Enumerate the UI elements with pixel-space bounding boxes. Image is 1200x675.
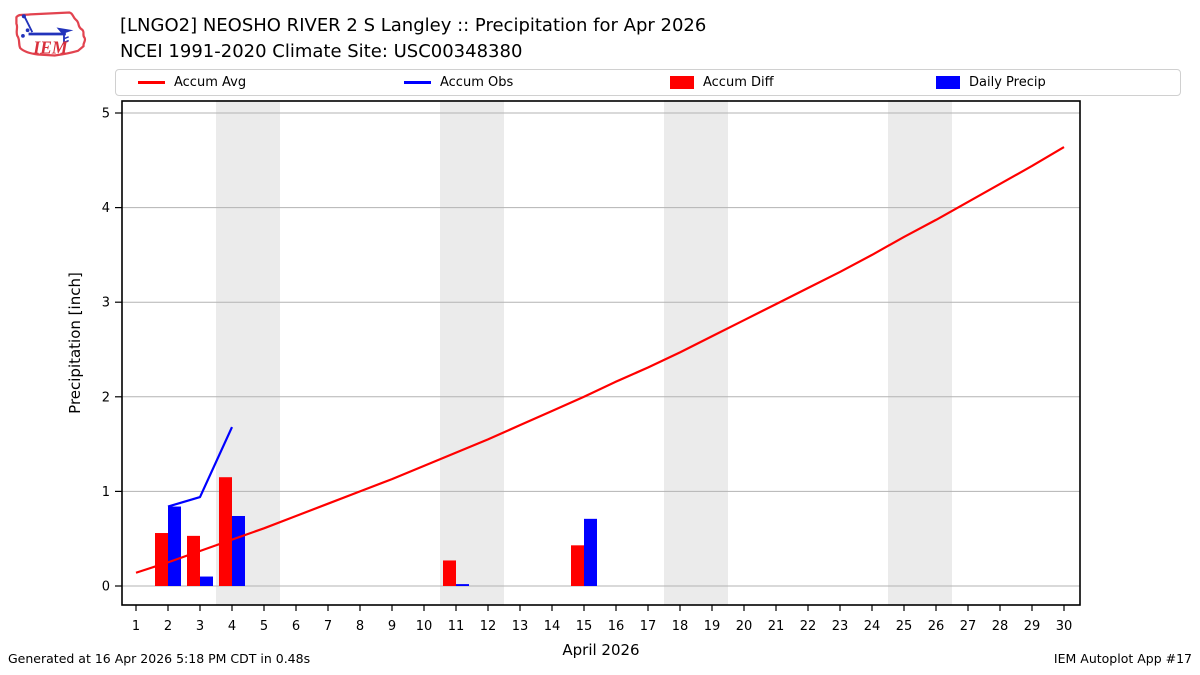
bar-daily-precip bbox=[200, 576, 213, 586]
x-tick-label: 11 bbox=[448, 619, 465, 634]
line-accum-avg bbox=[135, 146, 1065, 574]
x-tick-label: 10 bbox=[416, 619, 433, 634]
x-tick-label: 30 bbox=[1056, 619, 1073, 634]
x-tick-label: 23 bbox=[832, 619, 849, 634]
x-tick-label: 28 bbox=[992, 619, 1009, 634]
bar-daily-precip bbox=[232, 515, 245, 586]
weekend-band bbox=[440, 100, 504, 605]
legend-item-accum-obs: Accum Obs bbox=[382, 75, 648, 90]
x-tick-label: 25 bbox=[896, 619, 913, 634]
legend-label: Accum Diff bbox=[703, 75, 774, 90]
x-tick-label: 12 bbox=[480, 619, 497, 634]
legend-item-accum-diff: Accum Diff bbox=[648, 75, 914, 90]
x-tick-label: 29 bbox=[1024, 619, 1041, 634]
legend-item-daily-precip: Daily Precip bbox=[914, 75, 1180, 90]
x-tick-label: 13 bbox=[512, 619, 529, 634]
logo-iem-text: IEM bbox=[32, 38, 69, 58]
patch-swatch-icon bbox=[670, 76, 694, 89]
page-subtitle: NCEI 1991-2020 Climate Site: USC00348380 bbox=[120, 41, 523, 62]
bar-daily-precip bbox=[168, 506, 181, 586]
x-tick-label: 20 bbox=[736, 619, 753, 634]
legend: Accum Avg Accum Obs Accum Diff Daily Precip bbox=[115, 69, 1181, 96]
x-tick-label: 8 bbox=[356, 619, 364, 634]
line-accum-obs bbox=[167, 426, 234, 508]
footer-app-text: IEM Autoplot App #17 bbox=[1053, 651, 1192, 666]
x-tick-label: 19 bbox=[704, 619, 721, 634]
patch-swatch-icon bbox=[936, 76, 960, 89]
y-tick-label: 0 bbox=[102, 580, 110, 595]
x-tick-label: 17 bbox=[640, 619, 657, 634]
x-tick-label: 9 bbox=[388, 619, 396, 634]
y-tick-label: 5 bbox=[102, 107, 110, 122]
iem-logo: IEM bbox=[15, 11, 87, 58]
bar-accum-diff bbox=[443, 560, 456, 586]
legend-label: Daily Precip bbox=[969, 75, 1046, 90]
legend-label: Accum Obs bbox=[440, 75, 514, 90]
y-tick-label: 3 bbox=[102, 296, 110, 311]
bar-daily-precip bbox=[456, 584, 469, 586]
page-title: [LNGO2] NEOSHO RIVER 2 S Langley :: Prec… bbox=[120, 15, 707, 36]
bar-accum-diff bbox=[219, 477, 232, 586]
x-tick-label: 5 bbox=[260, 619, 268, 634]
y-axis-label: Precipitation [inch] bbox=[66, 272, 84, 414]
x-tick-label: 6 bbox=[292, 619, 300, 634]
bar-daily-precip bbox=[584, 518, 597, 586]
title-block: [LNGO2] NEOSHO RIVER 2 S Langley :: Prec… bbox=[120, 13, 706, 65]
bar-accum-diff bbox=[571, 545, 584, 586]
weekend-band bbox=[664, 100, 728, 605]
x-axis-label: April 2026 bbox=[562, 641, 639, 659]
x-tick-label: 24 bbox=[864, 619, 881, 634]
x-tick-label: 2 bbox=[164, 619, 172, 634]
bar-accum-diff bbox=[187, 535, 200, 586]
y-tick-label: 2 bbox=[102, 390, 110, 405]
x-tick-label: 16 bbox=[608, 619, 625, 634]
weather-vane-icon bbox=[21, 14, 74, 45]
legend-item-accum-avg: Accum Avg bbox=[116, 75, 382, 90]
x-tick-label: 18 bbox=[672, 619, 689, 634]
weekend-band bbox=[888, 100, 952, 605]
bar-accum-diff bbox=[155, 533, 168, 586]
x-tick-label: 1 bbox=[132, 619, 140, 634]
line-swatch-icon bbox=[404, 81, 431, 84]
x-tick-label: 3 bbox=[196, 619, 204, 634]
x-tick-label: 26 bbox=[928, 619, 945, 634]
x-tick-label: 7 bbox=[324, 619, 332, 634]
x-tick-label: 21 bbox=[768, 619, 785, 634]
y-tick-label: 4 bbox=[102, 201, 110, 216]
precip-chart: 1 2 3 4 5 6 7 8 9 10 11 12 13 14 15 16 17 18 19 20 21 22 23 24 2… bbox=[0, 100, 1200, 660]
x-tick-label: 14 bbox=[544, 619, 561, 634]
x-tick-label: 27 bbox=[960, 619, 977, 634]
x-tick-label: 22 bbox=[800, 619, 817, 634]
line-swatch-icon bbox=[138, 81, 165, 84]
plot-border bbox=[121, 100, 1081, 606]
x-tick-label: 15 bbox=[576, 619, 593, 634]
y-tick-label: 1 bbox=[102, 485, 110, 500]
footer-generated-text: Generated at 16 Apr 2026 5:18 PM CDT in … bbox=[8, 651, 311, 666]
legend-label: Accum Avg bbox=[174, 75, 247, 90]
x-tick-label: 4 bbox=[228, 619, 236, 634]
